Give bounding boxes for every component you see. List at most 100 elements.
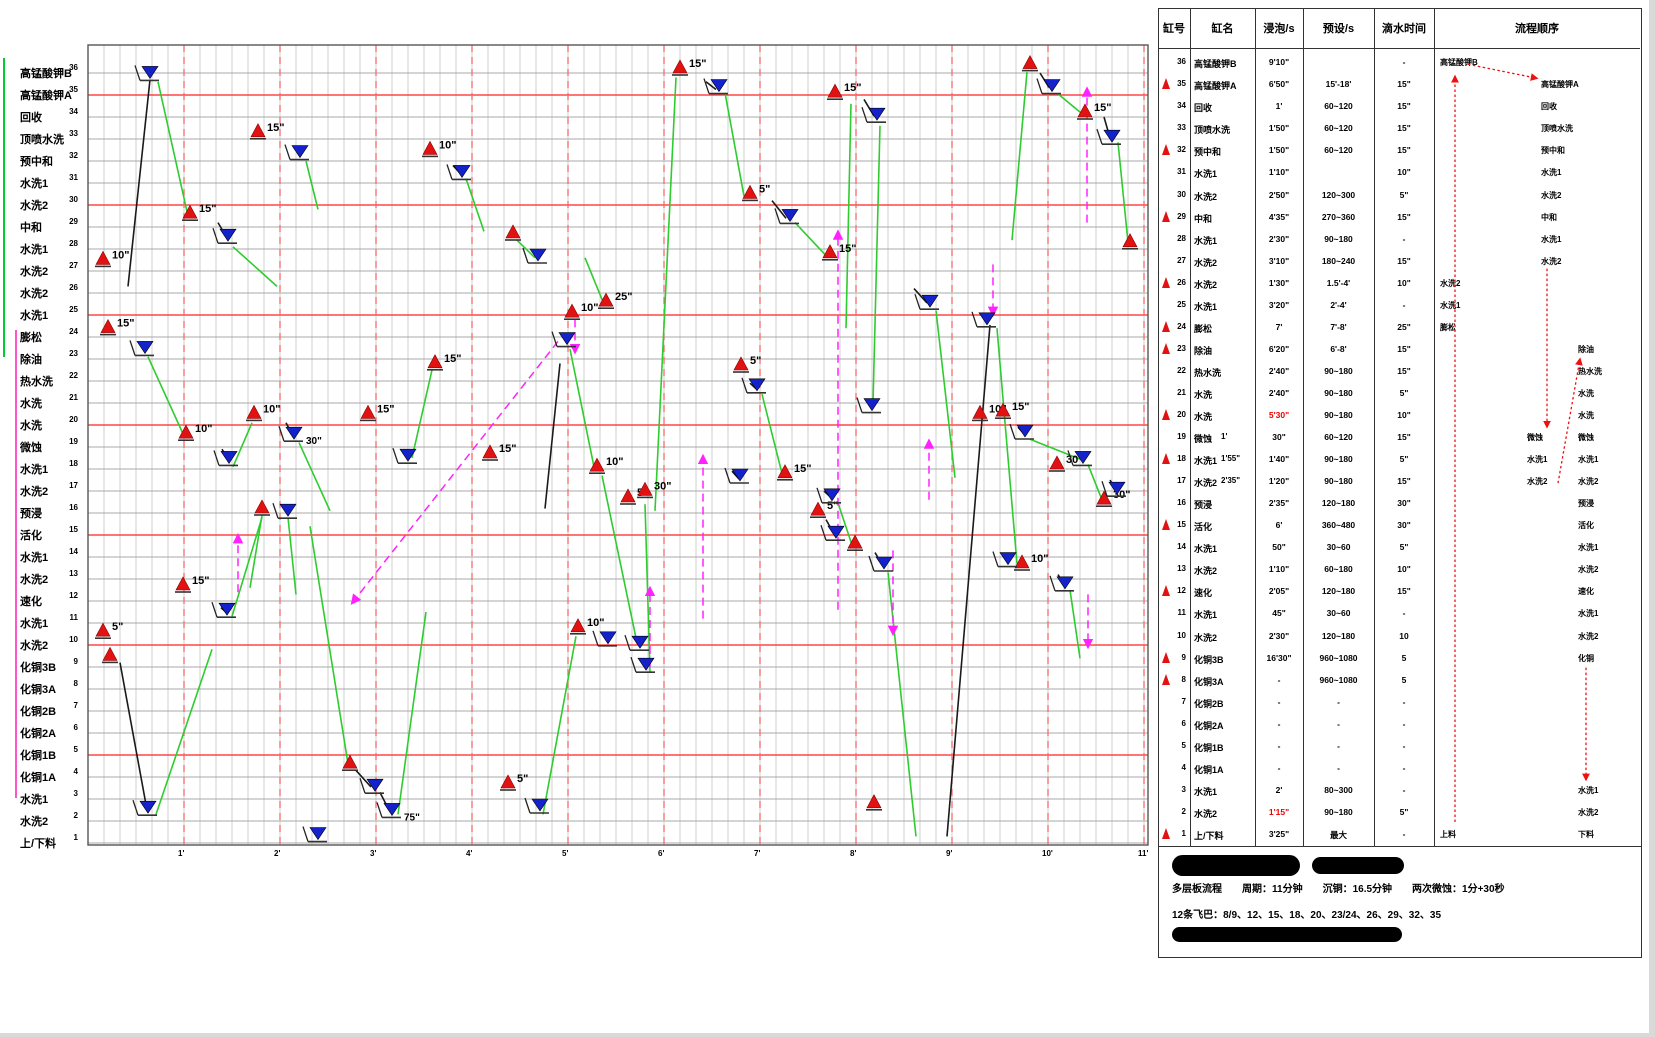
row-flag-triangle [1162,453,1170,465]
x-axis-label-11': 11' [1138,849,1149,858]
tank-number-16: 16 [69,503,78,512]
row-flag-triangle [1162,320,1170,332]
lift-marker [505,224,521,239]
row-tank-name: 水洗2 [1194,478,1218,489]
row-tank-name: 微蚀 [1194,434,1213,445]
row-drip-time: 15" [1397,79,1411,90]
column-header-1: 缸号 [1163,23,1185,35]
row-preset-range: 90~180 [1324,387,1353,398]
row-drip-time: 5" [1399,189,1409,200]
drop-marker [781,209,799,222]
lift-marker [1014,554,1030,569]
tank-number-12: 12 [69,591,78,600]
row-extra-time: 1'55" [1221,454,1241,464]
tank-label-18: 水洗1 [20,464,49,476]
row-tank-name: 高锰酸钾B [1194,59,1237,70]
row-drip-time: 5 [1401,674,1407,685]
lift-marker [178,424,194,439]
row-preset-range: 2'-4' [1330,299,1347,310]
row-soak-time: 2' [1275,784,1283,795]
row-drip-time: - [1402,762,1406,773]
row-tank-number: 28 [1177,233,1186,243]
row-preset-range: - [1337,718,1340,729]
tank-number-13: 13 [69,569,78,578]
x-axis-label-9': 9' [946,849,953,858]
drop-marker [291,145,309,159]
tank-number-31: 31 [69,173,78,182]
row-drip-time: - [1402,784,1406,795]
flow-step-微蚀: 微蚀 [1527,433,1543,443]
row-tank-name: 预中和 [1194,147,1222,158]
tank-number-36: 36 [69,63,78,72]
flow-step-水洗1: 水洗1 [1578,785,1599,795]
row-flag-triangle [1162,276,1170,288]
svg-text:75": 75" [404,812,420,823]
lift-marker [637,481,653,496]
row-tank-number: 11 [1177,608,1186,618]
lift-marker [246,404,262,419]
lift-marker [570,618,586,633]
flow-step-水洗1: 水洗1 [1578,455,1599,465]
row-drip-time: 15" [1397,476,1411,487]
drop-marker [529,248,547,262]
row-drip-time: 5" [1399,454,1409,465]
lift-marker [360,404,376,419]
row-preset-range: 180~240 [1321,255,1356,266]
tank-label-7: 化铜2B [20,706,57,718]
row-tank-number: 6 [1181,718,1186,728]
row-drip-time: 5 [1401,652,1407,663]
flow-step-微蚀: 微蚀 [1578,433,1594,443]
flow-step-预浸: 预浸 [1578,499,1594,509]
lift-marker [342,754,358,769]
row-tank-number: 27 [1177,255,1186,265]
svg-text:15": 15" [844,82,861,94]
row-drip-time: - [1402,740,1406,751]
tank-label-20: 水洗 [20,420,42,432]
hoist-schedule-chart: 10" 15" 15" 15" 10" 10" 15" 15" 15" 10" 15" 5" 15" 15… [87,44,1149,846]
row-soak-time: 6' [1275,520,1283,531]
row-soak-time: 2'50" [1268,189,1290,200]
tank-label-12: 速化 [20,596,42,608]
row-drip-time: - [1402,696,1406,707]
lift-marker [742,184,758,199]
drop-marker [399,448,417,462]
column-divider [1374,8,1375,846]
row-tank-number: 22 [1177,365,1186,375]
svg-text:5": 5" [517,773,528,785]
tank-number-5: 5 [73,745,78,754]
lift-marker [500,774,516,789]
row-tank-number: 5 [1181,740,1186,750]
row-tank-number: 29 [1177,211,1186,221]
lift-marker [1049,455,1065,470]
row-preset-range: 60~120 [1324,145,1353,156]
drop-marker [631,635,649,649]
row-preset-range: 960~1080 [1319,674,1358,685]
svg-text:15": 15" [117,318,134,330]
row-tank-name: 热水洗 [1194,367,1222,378]
lift-marker [777,464,793,479]
tank-number-20: 20 [69,415,78,424]
row-tank-number: 21 [1177,387,1186,397]
tank-number-32: 32 [69,151,78,160]
row-drip-time: 10" [1397,564,1411,575]
flow-step-水洗: 水洗 [1578,411,1594,421]
row-soak-time: - [1277,740,1281,751]
row-drip-time: 15" [1397,586,1411,597]
tank-label-3: 水洗1 [20,794,49,806]
row-preset-range: 360~480 [1321,520,1356,531]
tank-number-4: 4 [73,767,78,776]
drop-marker [220,451,238,464]
tank-number-1: 1 [73,833,78,842]
drop-marker [453,165,471,178]
lift-marker [254,499,270,514]
row-preset-range: 120~300 [1321,189,1356,200]
tank-label-17: 水洗2 [20,486,49,498]
row-preset-range: 6'-8' [1330,343,1347,354]
lift-marker [827,83,843,98]
drop-marker [1043,79,1061,93]
column-divider [1190,8,1191,846]
svg-text:5": 5" [759,183,770,195]
flow-step-回收: 回收 [1541,102,1557,112]
tank-label-4: 化铜1A [20,772,57,784]
row-tank-number: 9 [1181,652,1186,662]
